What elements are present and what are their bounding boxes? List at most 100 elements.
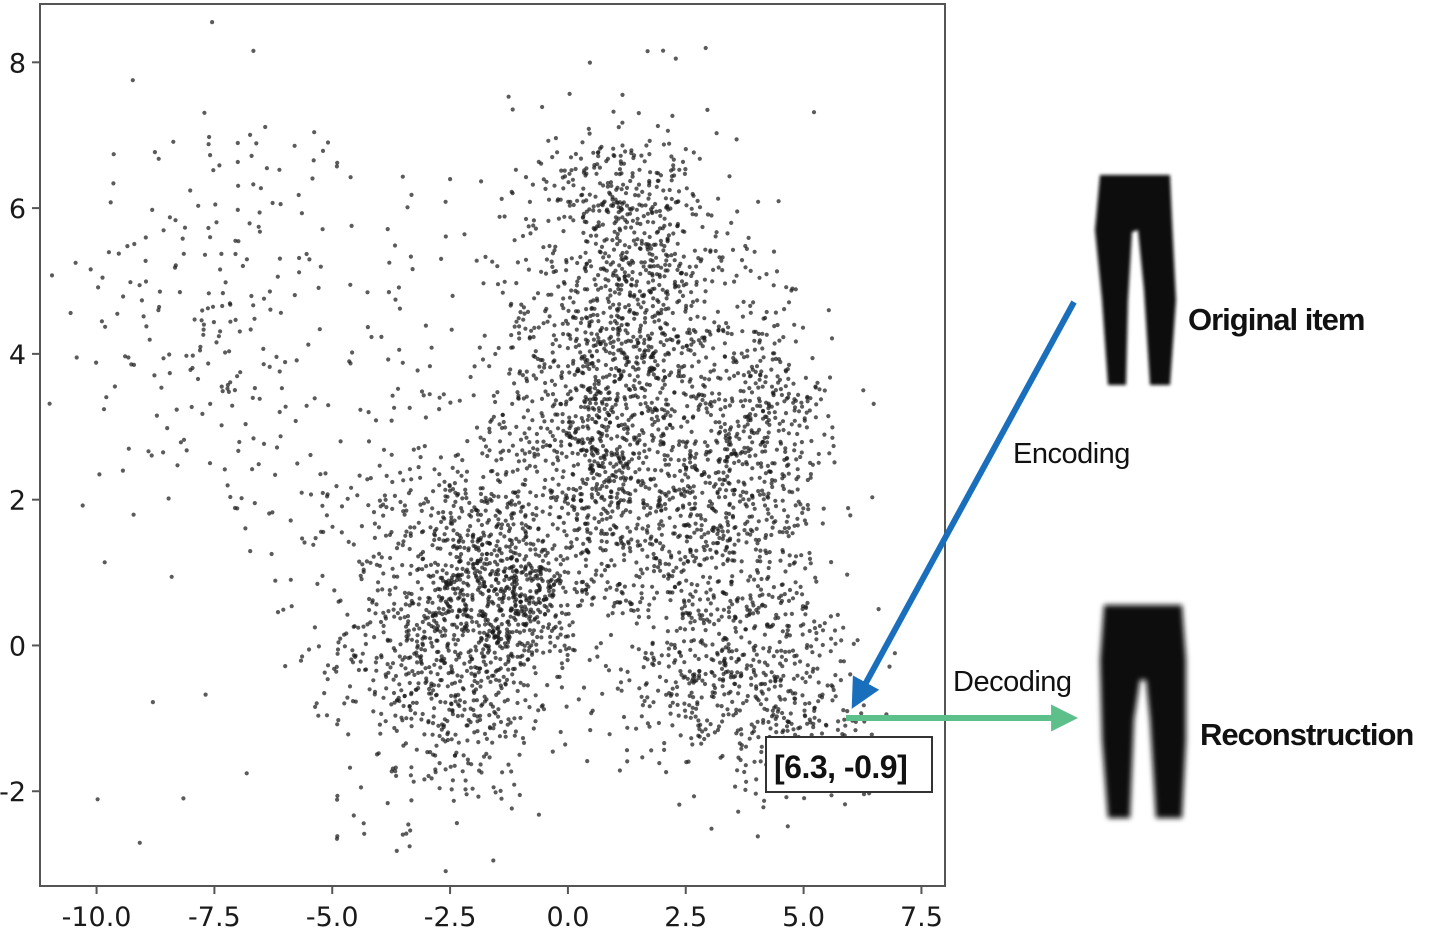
scatter-point	[568, 155, 574, 160]
scatter-point	[583, 521, 588, 526]
scatter-point	[729, 331, 734, 337]
scatter-point	[248, 327, 253, 332]
scatter-point	[774, 649, 780, 654]
scatter-point	[621, 369, 626, 374]
scatter-point	[603, 277, 608, 282]
scatter-point	[594, 366, 600, 372]
scatter-point	[616, 487, 622, 492]
scatter-point	[534, 513, 539, 518]
scatter-point	[465, 738, 470, 743]
scatter-point	[478, 575, 483, 580]
scatter-point	[355, 493, 360, 498]
scatter-point	[384, 473, 389, 478]
scatter-point	[748, 373, 753, 378]
scatter-point	[711, 541, 716, 546]
scatter-point	[512, 324, 517, 329]
scatter-point	[736, 538, 741, 543]
scatter-point	[612, 229, 617, 234]
scatter-point	[357, 473, 362, 478]
scatter-point	[275, 610, 281, 615]
scatter-point	[674, 565, 679, 570]
scatter-point	[835, 612, 840, 618]
scatter-point	[765, 463, 771, 468]
scatter-point	[492, 709, 497, 715]
scatter-point	[793, 287, 798, 292]
scatter-point	[601, 255, 606, 260]
scatter-point	[263, 124, 268, 130]
scatter-point	[544, 179, 549, 184]
scatter-point	[513, 167, 519, 172]
scatter-point	[498, 450, 503, 455]
scatter-point	[525, 641, 530, 646]
scatter-point	[525, 683, 530, 688]
scatter-point	[539, 549, 544, 554]
scatter-point	[774, 612, 779, 617]
scatter-point	[685, 484, 691, 489]
scatter-point	[753, 537, 759, 542]
scatter-point	[589, 306, 594, 311]
scatter-point	[416, 681, 421, 686]
scatter-point	[565, 603, 570, 608]
scatter-point	[529, 652, 535, 657]
scatter-point	[540, 539, 545, 544]
scatter-point	[585, 527, 590, 532]
scatter-point	[599, 539, 604, 544]
scatter-point	[573, 436, 578, 441]
scatter-point	[700, 397, 705, 403]
scatter-point	[406, 591, 411, 596]
scatter-point	[606, 254, 612, 259]
scatter-point	[546, 622, 552, 627]
scatter-point	[743, 380, 748, 385]
scatter-point	[335, 834, 340, 839]
scatter-point	[527, 705, 532, 710]
scatter-point	[508, 614, 513, 619]
scatter-point	[781, 673, 786, 678]
scatter-point	[583, 360, 588, 365]
scatter-point	[236, 183, 241, 188]
scatter-point	[166, 496, 171, 501]
scatter-point	[575, 279, 580, 284]
scatter-point	[407, 844, 412, 849]
scatter-point	[103, 324, 108, 329]
scatter-point	[230, 403, 235, 408]
scatter-point	[480, 357, 486, 362]
scatter-point	[646, 408, 651, 413]
scatter-point	[528, 547, 533, 552]
scatter-point	[652, 313, 658, 318]
scatter-point	[509, 513, 514, 518]
scatter-point	[587, 397, 593, 402]
scatter-point	[665, 640, 670, 645]
scatter-point	[621, 182, 626, 187]
scatter-point	[714, 550, 719, 555]
scatter-point	[717, 391, 722, 396]
scatter-point	[688, 715, 693, 720]
scatter-point	[604, 539, 609, 545]
scatter-point	[720, 684, 725, 689]
scatter-point	[676, 506, 681, 511]
scatter-point	[492, 559, 498, 564]
scatter-point	[320, 573, 325, 579]
scatter-point	[306, 342, 311, 347]
scatter-point	[388, 665, 393, 670]
scatter-point	[510, 107, 515, 112]
scatter-point	[736, 532, 741, 537]
scatter-point	[722, 447, 728, 452]
scatter-point	[795, 467, 800, 472]
scatter-point	[690, 705, 695, 710]
scatter-point	[773, 478, 778, 483]
scatter-point	[887, 664, 892, 669]
scatter-point	[764, 551, 769, 556]
scatter-point	[631, 435, 637, 440]
scatter-point	[689, 506, 694, 512]
scatter-point	[400, 657, 405, 662]
scatter-point	[538, 600, 543, 605]
scatter-point	[422, 444, 427, 449]
scatter-point	[583, 330, 588, 335]
scatter-point	[430, 600, 435, 605]
scatter-point	[721, 470, 726, 475]
scatter-point	[381, 447, 387, 452]
scatter-point	[690, 364, 695, 369]
scatter-point	[452, 763, 457, 768]
scatter-point	[611, 531, 616, 536]
scatter-point	[348, 175, 353, 180]
